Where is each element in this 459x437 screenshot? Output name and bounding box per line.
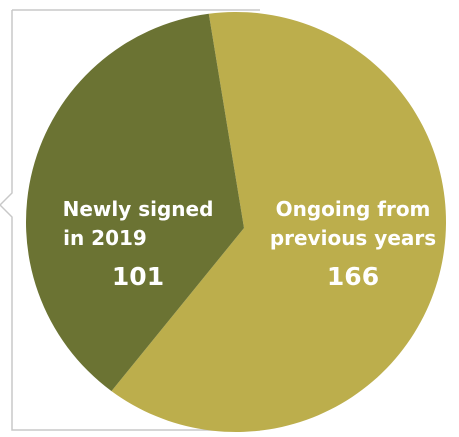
slice-label-newly-signed-line2: in 2019 xyxy=(63,226,147,250)
slice-label-newly-signed: Newly signed in 2019 101 xyxy=(63,197,214,291)
slice-label-ongoing: Ongoing from previous years 166 xyxy=(270,197,436,291)
pie-slice-ongoing xyxy=(111,11,447,432)
pie-slice-newly-signed xyxy=(26,13,244,392)
slice-value-newly-signed: 101 xyxy=(112,262,164,291)
callout-frame xyxy=(0,9,260,431)
slice-value-ongoing: 166 xyxy=(327,262,379,291)
pie-slices xyxy=(26,11,447,432)
slice-label-ongoing-line1: Ongoing from xyxy=(276,197,431,221)
slice-label-newly-signed-line1: Newly signed xyxy=(63,197,214,221)
slice-label-ongoing-line2: previous years xyxy=(270,226,436,250)
